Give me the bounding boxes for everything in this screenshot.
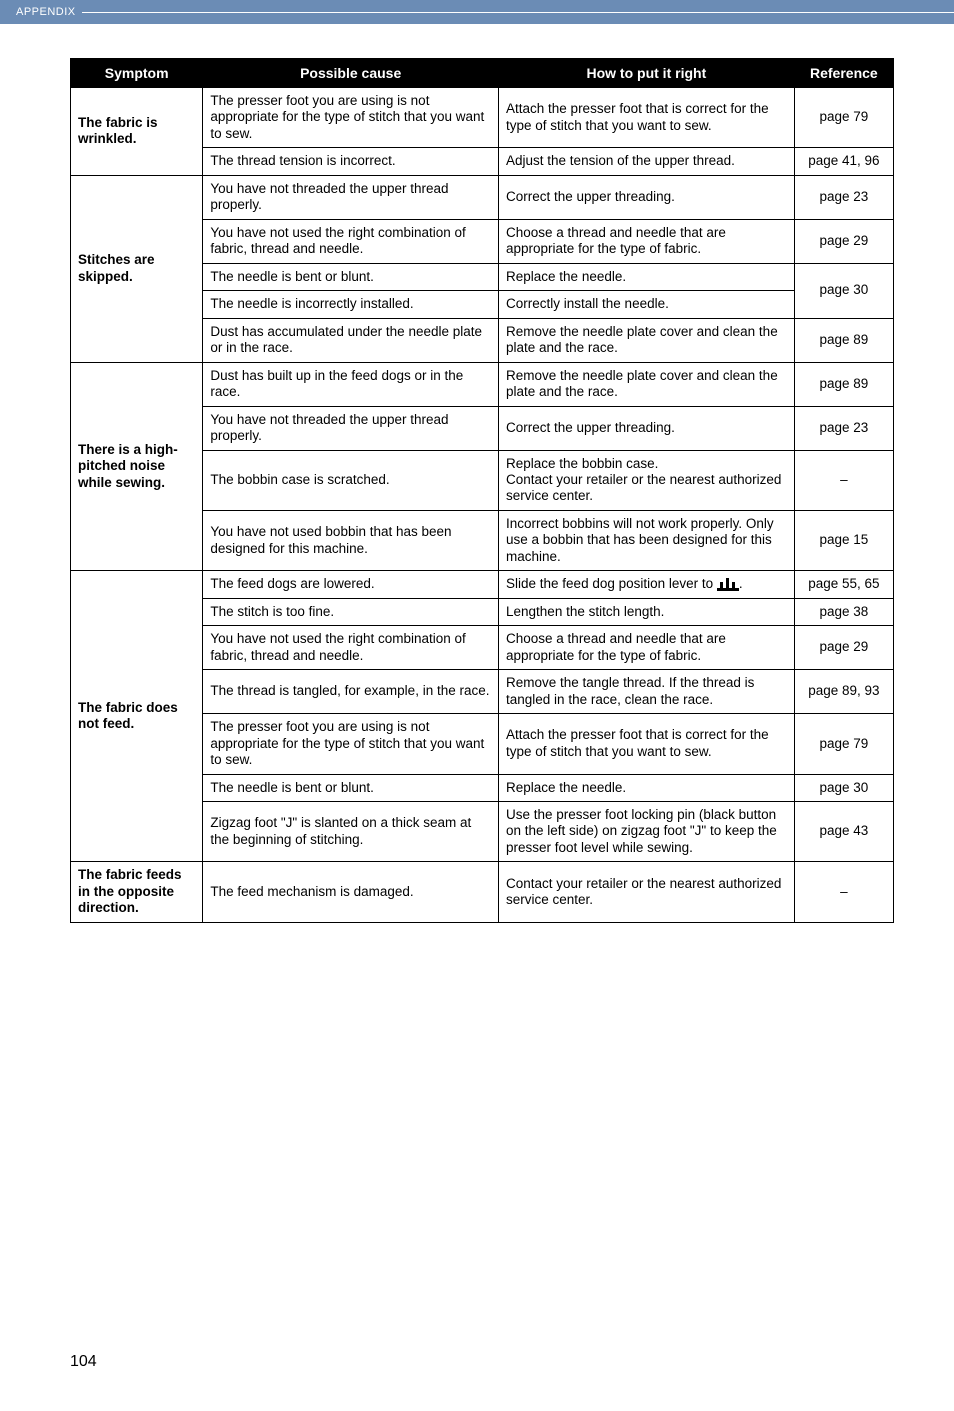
table-row: The fabric is wrinkled. The presser foot… bbox=[71, 88, 894, 148]
ref-cell: page 43 bbox=[794, 802, 893, 862]
cause-cell: Dust has built up in the feed dogs or in… bbox=[203, 362, 499, 406]
ref-cell: – bbox=[794, 450, 893, 510]
table-row: Stitches are skipped. You have not threa… bbox=[71, 175, 894, 219]
ref-cell: page 29 bbox=[794, 626, 893, 670]
col-fix: How to put it right bbox=[499, 59, 795, 88]
fix-cell: Choose a thread and needle that are appr… bbox=[499, 626, 795, 670]
fix-cell: Use the presser foot locking pin (black … bbox=[499, 802, 795, 862]
cause-cell: The feed mechanism is damaged. bbox=[203, 862, 499, 922]
symptom-cell: There is a high-pitched noise while sewi… bbox=[71, 362, 203, 571]
symptom-cell: The fabric is wrinkled. bbox=[71, 88, 203, 176]
ref-cell: page 89 bbox=[794, 318, 893, 362]
appendix-label: APPENDIX bbox=[16, 6, 76, 18]
fix-cell: Attach the presser foot that is correct … bbox=[499, 88, 795, 148]
col-reference: Reference bbox=[794, 59, 893, 88]
fix-cell: Incorrect bobbins will not work properly… bbox=[499, 510, 795, 570]
fix-cell: Correct the upper threading. bbox=[499, 406, 795, 450]
fix-cell: Replace the needle. bbox=[499, 774, 795, 801]
ref-cell: page 41, 96 bbox=[794, 148, 893, 175]
cause-cell: The needle is bent or blunt. bbox=[203, 263, 499, 290]
appendix-header: APPENDIX bbox=[0, 0, 954, 24]
ref-cell: – bbox=[794, 862, 893, 922]
fix-cell: Slide the feed dog position lever to . bbox=[499, 571, 795, 598]
ref-cell: page 30 bbox=[794, 263, 893, 318]
cause-cell: You have not used the right combination … bbox=[203, 219, 499, 263]
fix-cell: Correct the upper threading. bbox=[499, 175, 795, 219]
symptom-cell: The fabric feeds in the opposite directi… bbox=[71, 862, 203, 922]
ref-cell: page 79 bbox=[794, 88, 893, 148]
fix-cell: Choose a thread and needle that are appr… bbox=[499, 219, 795, 263]
cause-cell: The thread tension is incorrect. bbox=[203, 148, 499, 175]
ref-cell: page 15 bbox=[794, 510, 893, 570]
fix-cell: Remove the needle plate cover and clean … bbox=[499, 362, 795, 406]
cause-cell: The needle is bent or blunt. bbox=[203, 774, 499, 801]
cause-cell: You have not used the right combination … bbox=[203, 626, 499, 670]
cause-cell: The presser foot you are using is not ap… bbox=[203, 88, 499, 148]
ref-cell: page 30 bbox=[794, 774, 893, 801]
fix-text-suffix: . bbox=[739, 576, 743, 591]
ref-cell: page 79 bbox=[794, 714, 893, 774]
cause-cell: The thread is tangled, for example, in t… bbox=[203, 670, 499, 714]
fix-cell: Replace the bobbin case. Contact your re… bbox=[499, 450, 795, 510]
cause-cell: Zigzag foot "J" is slanted on a thick se… bbox=[203, 802, 499, 862]
table-header-row: Symptom Possible cause How to put it rig… bbox=[71, 59, 894, 88]
fix-cell: Remove the needle plate cover and clean … bbox=[499, 318, 795, 362]
table-row: The fabric does not feed. The feed dogs … bbox=[71, 571, 894, 598]
troubleshooting-table: Symptom Possible cause How to put it rig… bbox=[70, 58, 894, 923]
cause-cell: You have not threaded the upper thread p… bbox=[203, 175, 499, 219]
cause-cell: The presser foot you are using is not ap… bbox=[203, 714, 499, 774]
col-cause: Possible cause bbox=[203, 59, 499, 88]
cause-cell: You have not used bobbin that has been d… bbox=[203, 510, 499, 570]
fix-cell: Adjust the tension of the upper thread. bbox=[499, 148, 795, 175]
symptom-cell: The fabric does not feed. bbox=[71, 571, 203, 862]
ref-cell: page 29 bbox=[794, 219, 893, 263]
ref-cell: page 38 bbox=[794, 598, 893, 625]
fix-cell: Attach the presser foot that is correct … bbox=[499, 714, 795, 774]
symptom-cell: Stitches are skipped. bbox=[71, 175, 203, 362]
fix-text-prefix: Slide the feed dog position lever to bbox=[506, 576, 717, 591]
fix-cell: Correctly install the needle. bbox=[499, 291, 795, 318]
ref-cell: page 23 bbox=[794, 175, 893, 219]
table-row: The fabric feeds in the opposite directi… bbox=[71, 862, 894, 922]
fix-cell: Contact your retailer or the nearest aut… bbox=[499, 862, 795, 922]
cause-cell: The needle is incorrectly installed. bbox=[203, 291, 499, 318]
cause-cell: The stitch is too fine. bbox=[203, 598, 499, 625]
cause-cell: Dust has accumulated under the needle pl… bbox=[203, 318, 499, 362]
fix-cell: Remove the tangle thread. If the thread … bbox=[499, 670, 795, 714]
fix-cell: Replace the needle. bbox=[499, 263, 795, 290]
fix-cell: Lengthen the stitch length. bbox=[499, 598, 795, 625]
col-symptom: Symptom bbox=[71, 59, 203, 88]
cause-cell: The bobbin case is scratched. bbox=[203, 450, 499, 510]
cause-cell: The feed dogs are lowered. bbox=[203, 571, 499, 598]
feed-dog-up-icon bbox=[717, 578, 739, 592]
table-row: There is a high-pitched noise while sewi… bbox=[71, 362, 894, 406]
ref-cell: page 55, 65 bbox=[794, 571, 893, 598]
header-line bbox=[82, 12, 954, 13]
ref-cell: page 89, 93 bbox=[794, 670, 893, 714]
page-number: 104 bbox=[0, 923, 954, 1411]
cause-cell: You have not threaded the upper thread p… bbox=[203, 406, 499, 450]
ref-cell: page 89 bbox=[794, 362, 893, 406]
ref-cell: page 23 bbox=[794, 406, 893, 450]
